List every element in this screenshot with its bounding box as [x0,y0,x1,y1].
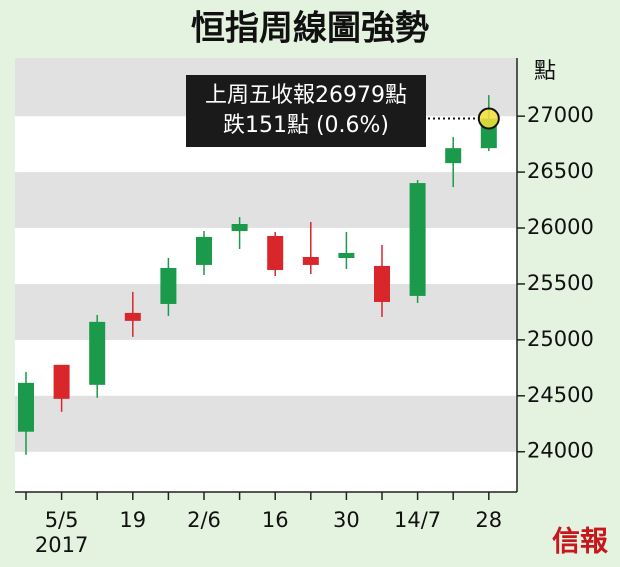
logo: 信報 [552,525,609,558]
stripe [15,172,517,229]
x-tick-label: 30 [333,508,360,532]
candle-body [338,252,355,258]
y-tick-label: 26000 [527,215,594,239]
annotation-text: 跌151點 (0.6%) [223,113,389,138]
y-tick-label: 24000 [527,439,594,463]
candle-body [18,382,34,432]
y-unit: 點 [534,59,556,84]
candle-body [196,236,212,265]
y-tick-label: 26500 [527,159,594,183]
x-year-label: 2017 [35,533,88,557]
x-tick-label: 5/5 [45,508,79,532]
y-tick-label: 25000 [527,327,594,351]
stripe [15,395,517,452]
candle-body [445,148,462,164]
candle-body [267,235,284,270]
y-tick-label: 25500 [527,271,594,295]
candle-body [124,312,141,321]
y-tick-label: 24500 [527,383,594,407]
x-tick-label: 2/6 [187,508,221,532]
annotation-box [186,75,426,147]
annotation-text: 上周五收報26979點 [205,83,407,108]
x-tick-label: 19 [119,508,146,532]
x-tick-label: 14/7 [394,508,441,532]
candle-body [53,364,70,399]
stripe [15,451,517,492]
candle-body [409,183,426,296]
x-tick-label: 16 [262,508,289,532]
x-tick-label: 28 [475,508,502,532]
stripe [15,228,517,284]
chart-title: 恒指周線圖強勢 [191,9,429,49]
candle-body [89,321,106,385]
candle-body [374,265,390,302]
candle-body [160,267,177,304]
candle-body [302,256,319,265]
highlight-marker [477,107,500,130]
y-tick-label: 27000 [527,103,594,127]
candle-body [231,223,248,232]
